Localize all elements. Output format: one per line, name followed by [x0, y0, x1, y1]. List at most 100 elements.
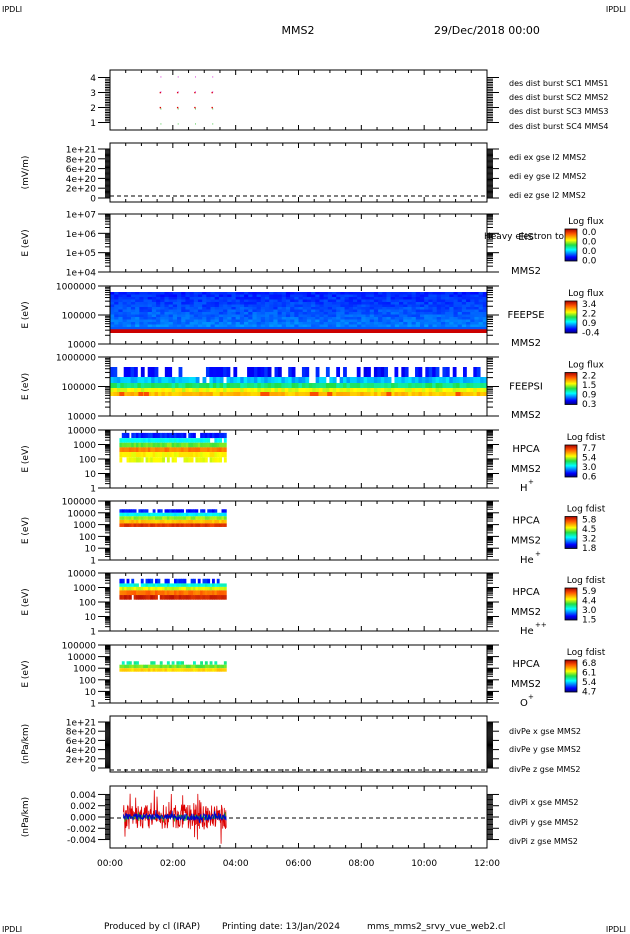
- spectrogram-cell: [415, 297, 421, 300]
- spectrogram-cell: [369, 309, 375, 313]
- species-label: O: [520, 698, 528, 709]
- spectrogram-cell: [476, 383, 481, 388]
- spectrogram-cell: [216, 438, 220, 443]
- spectrogram-cell: [432, 367, 436, 377]
- spectrogram-cell: [365, 314, 371, 318]
- y-tick-label: 6e+20: [66, 737, 97, 747]
- spectrogram-cell: [212, 516, 215, 520]
- spectrogram-cell: [411, 309, 417, 313]
- spectrogram-cell: [136, 595, 139, 600]
- spectrogram-cell: [399, 297, 404, 300]
- spectrogram-cell: [348, 297, 354, 300]
- spectrogram-cell: [150, 512, 154, 517]
- spectrogram-cell: [139, 314, 144, 318]
- spectrogram-cell: [302, 314, 308, 318]
- spectrogram-cell: [436, 327, 442, 330]
- spectrogram-cell: [122, 299, 128, 303]
- spectrogram-cell: [126, 590, 130, 596]
- spectrogram-cell: [185, 309, 190, 313]
- y-tick-label: 4e+20: [66, 746, 97, 756]
- spectrogram-cell: [155, 432, 158, 439]
- spectrogram-cell: [139, 324, 144, 328]
- burst-point: [212, 123, 214, 125]
- colorbar-tick-label: 2.2: [582, 310, 596, 320]
- spectrogram-cell: [143, 432, 147, 439]
- colorbar-title: Log fdist: [567, 648, 606, 658]
- spectrogram-cell: [474, 319, 480, 323]
- spectrogram-cell: [128, 519, 132, 524]
- spectrogram-cell: [120, 377, 125, 383]
- spectrogram-cell: [290, 327, 295, 330]
- spectrogram-cell: [346, 392, 351, 396]
- spectrogram-cell: [264, 322, 270, 325]
- spectrogram-cell: [319, 322, 325, 325]
- spectrogram-cell: [128, 590, 132, 596]
- spectrogram-cell: [147, 292, 153, 295]
- spectrogram-cell: [136, 432, 139, 439]
- spectrogram-cell: [252, 297, 258, 300]
- spectrogram-cell: [127, 383, 131, 388]
- spectrogram-cell: [122, 319, 128, 323]
- spectrogram-cell: [363, 367, 368, 377]
- colorbar-tick-label: 0.0: [582, 238, 597, 248]
- spectrogram-cell: [138, 442, 142, 448]
- spectrogram-cell: [135, 324, 140, 328]
- spectrogram-cell: [340, 312, 345, 315]
- spectrogram-cell: [210, 299, 216, 303]
- spectrogram-cell: [373, 312, 379, 315]
- spectrogram-cell: [214, 661, 218, 665]
- spectrogram-cell: [356, 377, 361, 383]
- y-axis-label: (mV/m): [21, 156, 31, 190]
- spectrogram-cell: [157, 516, 161, 520]
- spectrogram-cell: [197, 297, 203, 300]
- spectrogram-cell: [390, 309, 396, 313]
- y-tick-label: 10: [85, 545, 97, 555]
- spectrogram-cell: [231, 327, 237, 330]
- spectrogram-cell: [231, 322, 237, 325]
- spectrogram-cell: [369, 322, 375, 325]
- spectrogram-cell: [419, 304, 425, 308]
- spectrogram-cell: [210, 327, 216, 330]
- spectrogram-cell: [212, 590, 215, 596]
- spectrogram-cell: [200, 452, 203, 458]
- spectrogram-cell: [171, 447, 175, 453]
- spectrogram-cell: [164, 583, 168, 587]
- spectrogram-cell: [159, 664, 163, 669]
- spectrogram-cell: [223, 304, 228, 308]
- spectrogram-cell: [143, 309, 149, 313]
- x-tick-label: 10:00: [411, 859, 437, 869]
- spectrogram-cell: [290, 294, 295, 298]
- colorbar-title: Log flux: [568, 289, 604, 299]
- spectrogram-cell: [212, 583, 215, 587]
- spectrogram-cell: [235, 319, 241, 323]
- spectrogram-cell: [319, 297, 325, 300]
- spectrogram-cell: [253, 377, 258, 383]
- legend-entry: edi ez gse l2 MMS2: [509, 191, 586, 200]
- spectrogram-cell: [428, 304, 433, 308]
- spectrogram-cell: [269, 324, 274, 328]
- spectrogram-cell: [147, 314, 153, 318]
- spectrogram-cell: [147, 317, 153, 320]
- spectrogram-cell: [344, 292, 350, 295]
- spectrogram-cell: [470, 297, 475, 300]
- spectrogram-cell: [418, 367, 423, 377]
- spectrogram-cell: [248, 312, 253, 315]
- spectrogram-cell: [157, 512, 161, 517]
- spectrogram-cell: [369, 324, 375, 328]
- y-tick-label: 8e+20: [66, 728, 97, 738]
- spectrogram-cell: [178, 516, 182, 520]
- spectrogram-cell: [221, 447, 225, 453]
- spectrogram-cell: [152, 664, 156, 669]
- spectrogram-cell: [152, 457, 156, 463]
- spectrogram-cell: [140, 519, 144, 524]
- spectrogram-cell: [285, 302, 291, 305]
- spectrogram-cell: [424, 294, 429, 298]
- spectrogram-cell: [436, 299, 442, 303]
- spectrogram-cell: [169, 664, 173, 669]
- spectrogram-cell: [457, 319, 463, 323]
- spectrogram-cell: [305, 392, 310, 396]
- spectrogram-cell: [164, 314, 170, 318]
- spectrogram-cell: [247, 388, 251, 392]
- colorbar-tick-label: 4.4: [582, 597, 597, 607]
- spectrogram-cell: [145, 438, 149, 443]
